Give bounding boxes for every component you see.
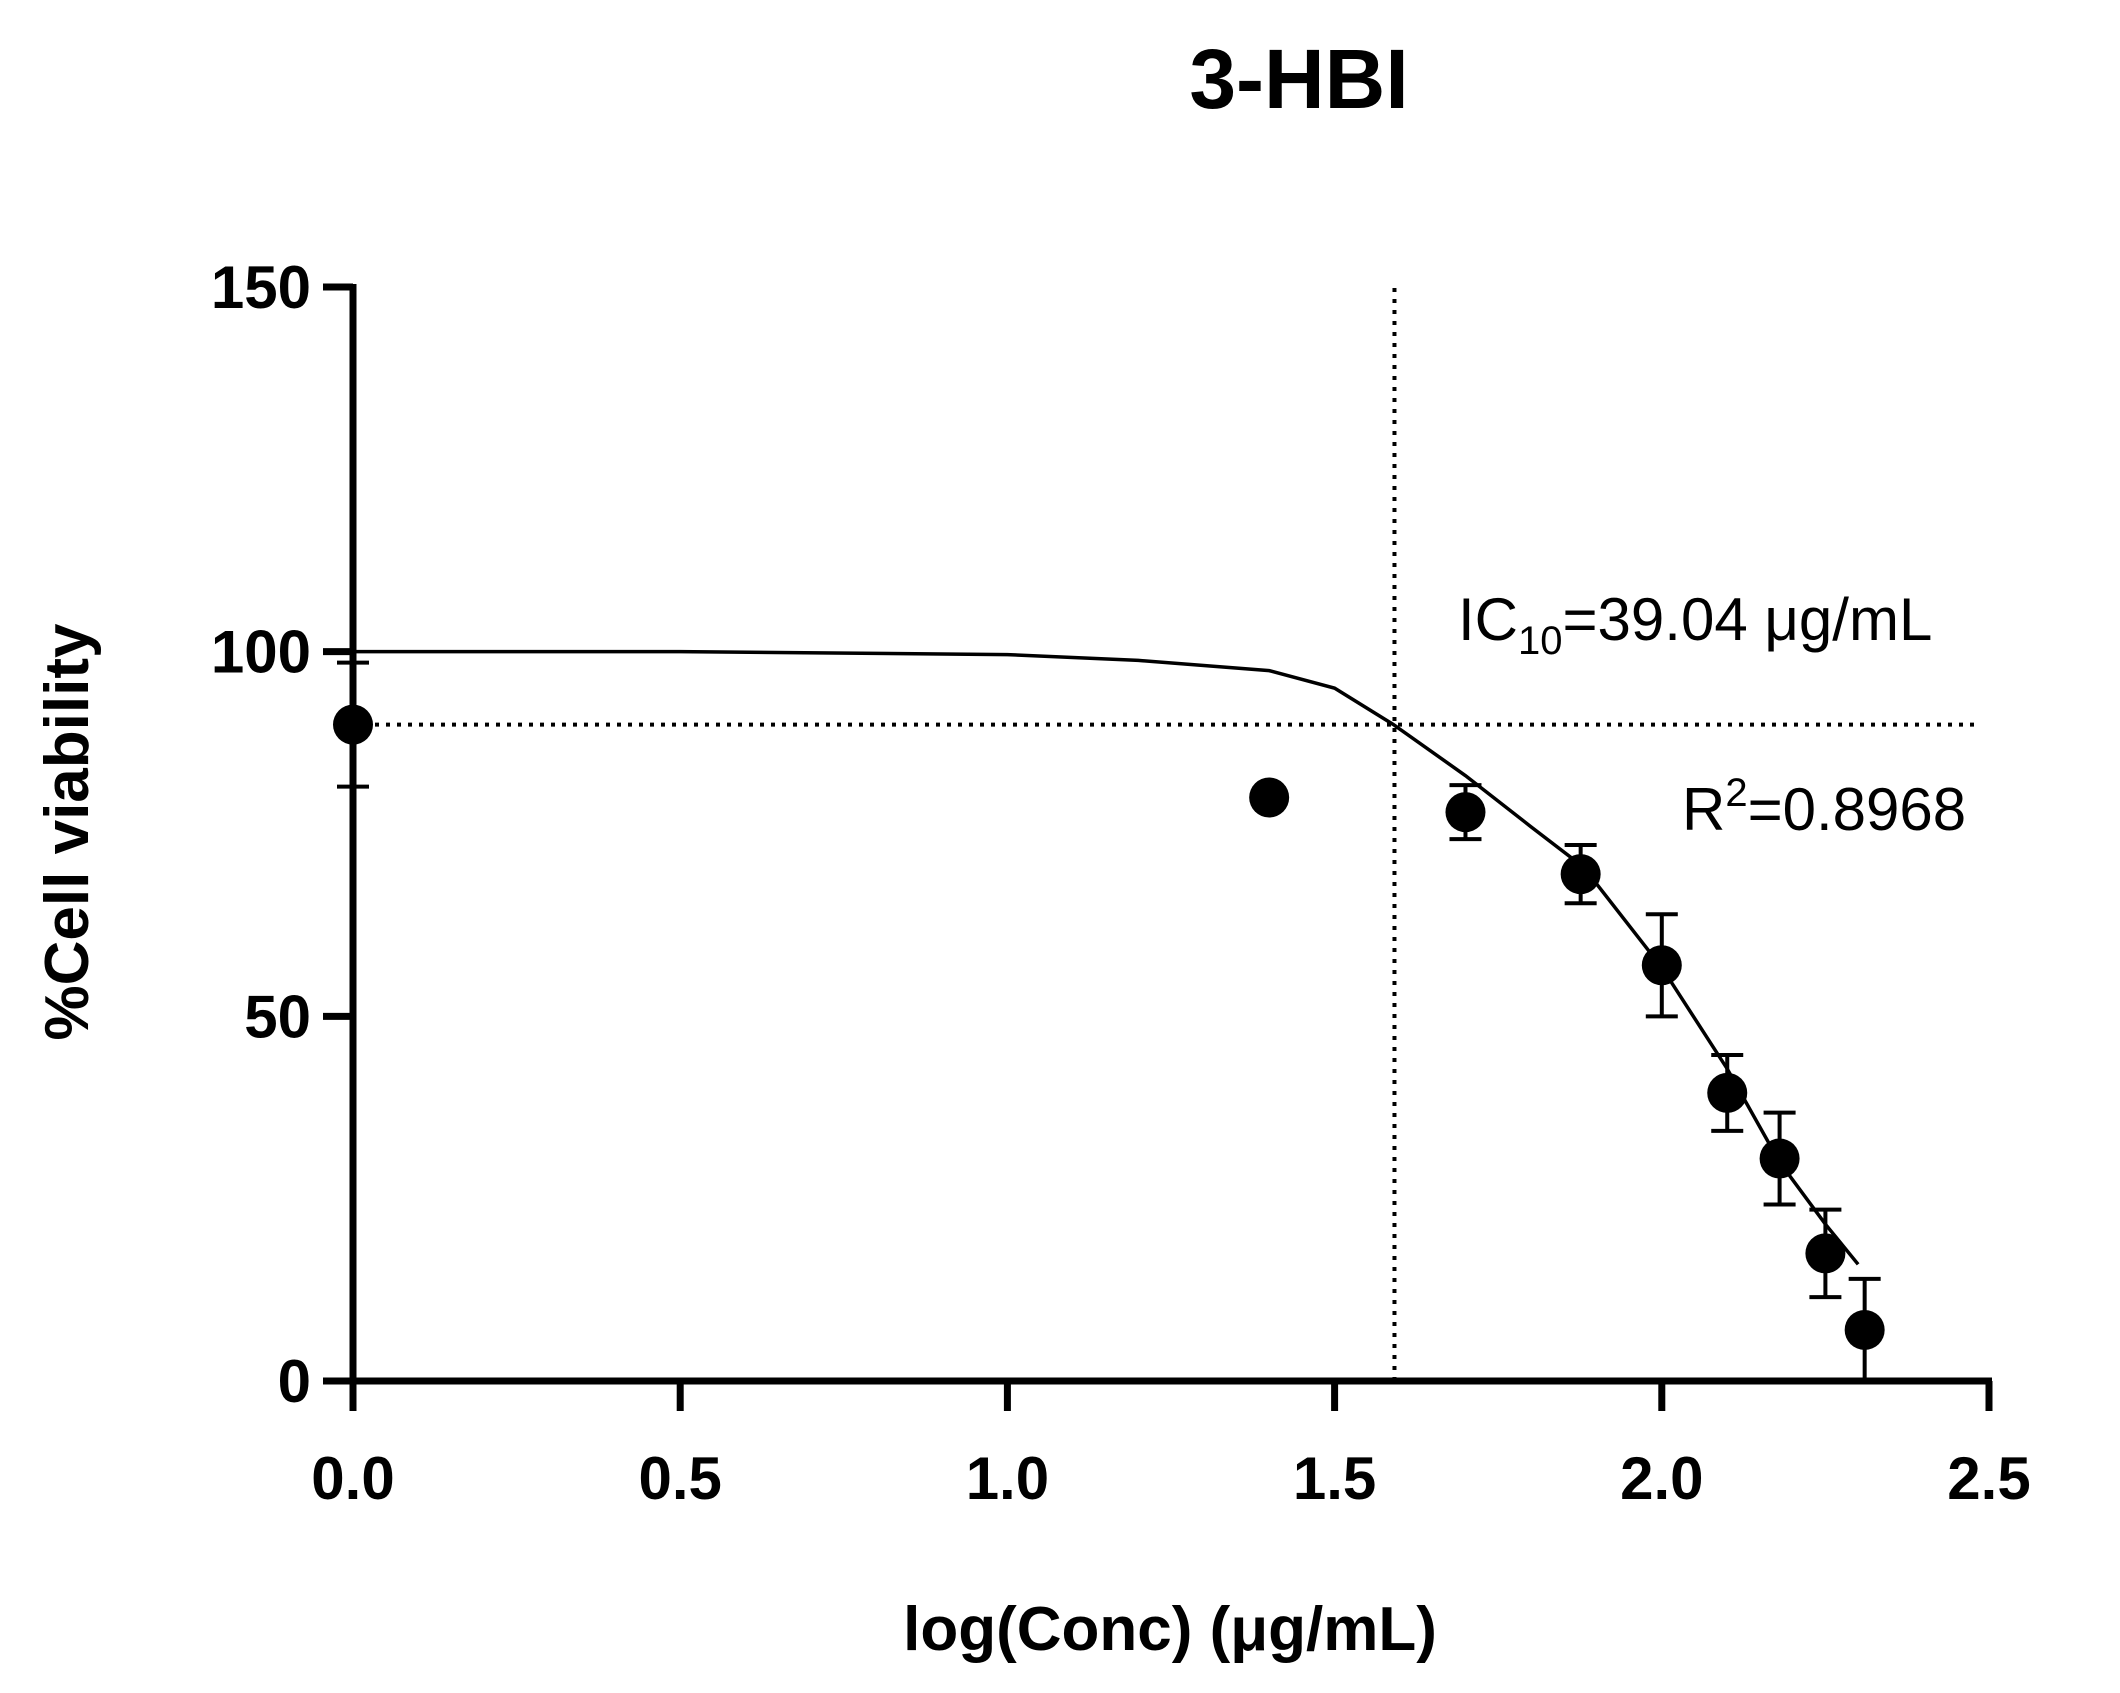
- data-point: [1844, 1309, 1885, 1350]
- x-tick-label: 2.0: [1620, 1445, 1703, 1512]
- x-axis-title: log(Conc) (μg/mL): [903, 1595, 1437, 1664]
- annotation-text: =0.8968: [1748, 776, 1967, 843]
- data-point: [1759, 1138, 1800, 1179]
- y-tick-label: 50: [244, 983, 311, 1050]
- y-tick-label: 100: [211, 619, 311, 686]
- y-axis-title: %Cell viability: [33, 623, 102, 1040]
- fit-curve: [353, 649, 1860, 1266]
- annotation-superscript: 2: [1725, 771, 1747, 815]
- x-tick-label: 0.0: [311, 1445, 394, 1512]
- data-point: [1445, 792, 1486, 833]
- x-tick-label: 0.5: [638, 1445, 721, 1512]
- annotation-text: R: [1682, 776, 1725, 843]
- y-tick-label: 150: [211, 254, 311, 321]
- data-point: [333, 704, 373, 745]
- annotation: IC10=39.04 μg/mL: [1458, 586, 1932, 663]
- chart-title: 3-HBI: [1189, 32, 1408, 126]
- annotation: R2=0.8968: [1682, 771, 1966, 843]
- data-point: [1249, 777, 1290, 818]
- annotation-subscript: 10: [1518, 619, 1563, 663]
- data-point: [1641, 945, 1682, 986]
- annotation-text: IC: [1458, 586, 1518, 653]
- annotation-text: =39.04 μg/mL: [1563, 586, 1933, 653]
- data-point: [1707, 1072, 1748, 1113]
- x-tick-label: 1.0: [966, 1445, 1049, 1512]
- x-tick-label: 2.5: [1947, 1445, 2030, 1512]
- y-tick-label: 0: [278, 1348, 311, 1415]
- data-point: [1560, 854, 1601, 895]
- data-point: [1805, 1233, 1846, 1274]
- x-tick-label: 1.5: [1293, 1445, 1376, 1512]
